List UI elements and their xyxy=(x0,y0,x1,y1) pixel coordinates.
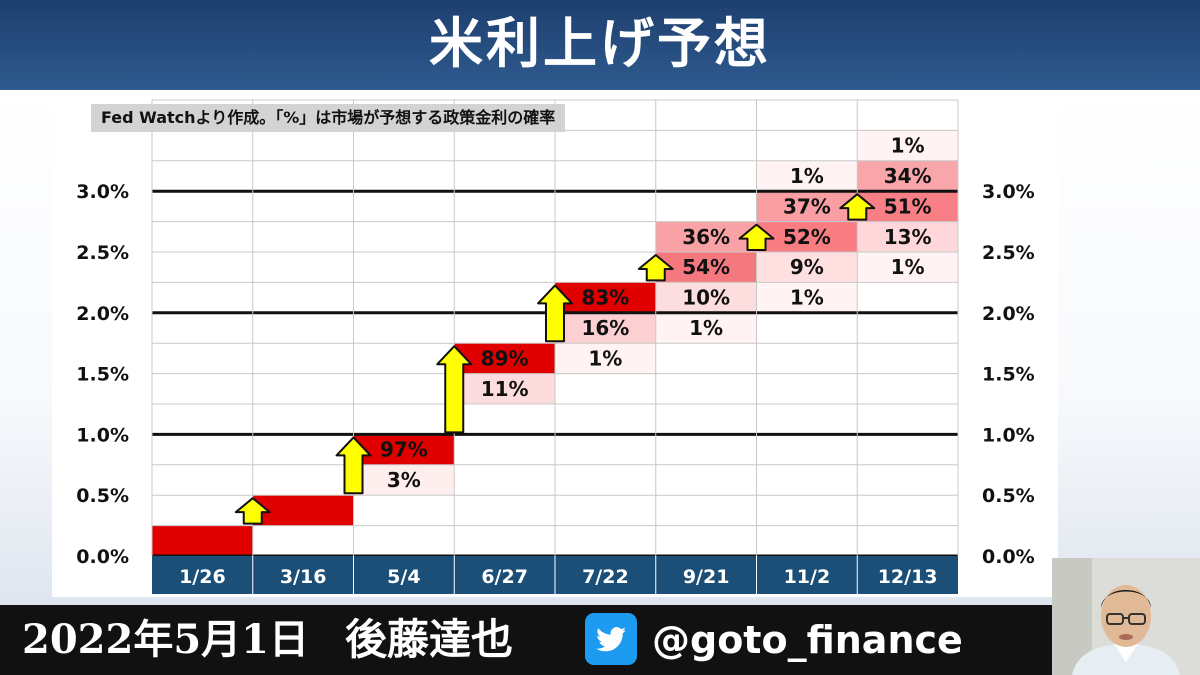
twitter-bird-icon xyxy=(585,613,637,665)
up-arrow xyxy=(839,193,876,221)
cell-label: 9% xyxy=(790,255,824,279)
heat-cell xyxy=(555,312,656,344)
up-arrow xyxy=(234,497,271,525)
heat-cell xyxy=(655,221,757,252)
y-tick-label-left: 1.5% xyxy=(76,364,129,386)
heat-cell xyxy=(756,282,858,313)
x-tick-label: 12/13 xyxy=(878,566,938,588)
cell-label: 83% xyxy=(581,286,629,310)
y-tick-label-left: 3.0% xyxy=(76,181,129,203)
heat-cell xyxy=(555,343,656,374)
y-tick-label-left: 0.0% xyxy=(76,546,129,568)
heat-cell xyxy=(857,160,958,192)
x-tick-label: 1/26 xyxy=(179,566,226,588)
heat-cell xyxy=(655,252,757,283)
y-tick-label-right: 0.0% xyxy=(982,546,1035,568)
cell-label: 1% xyxy=(689,316,723,340)
cell-label: 51% xyxy=(884,194,932,218)
cell-label: 37% xyxy=(783,194,831,218)
y-tick-label-left: 2.5% xyxy=(76,242,129,264)
cell-label: 1% xyxy=(790,286,824,310)
source-note: Fed Watchより作成。「%」は市場が予想する政策金利の確率 xyxy=(91,104,566,132)
heat-cell xyxy=(756,252,858,283)
twitter-handle[interactable]: @goto_finance xyxy=(652,618,963,662)
heat-cell xyxy=(353,434,455,465)
page-title: 米利上げ予想 xyxy=(429,12,771,75)
y-tick-label-left: 2.0% xyxy=(76,303,129,325)
cell-label: 34% xyxy=(884,164,932,188)
heat-cell xyxy=(655,282,757,313)
heat-cell xyxy=(353,464,455,496)
x-tick-label: 5/4 xyxy=(387,566,420,588)
y-tick-label-right: 1.5% xyxy=(982,364,1035,386)
x-tick-label: 6/27 xyxy=(481,566,528,588)
cell-label: 16% xyxy=(581,316,629,340)
cell-label: 1% xyxy=(891,255,925,279)
heat-cell xyxy=(454,343,555,374)
cell-label: 52% xyxy=(783,225,831,249)
y-tick-label-right: 0.5% xyxy=(982,485,1035,507)
heat-cell xyxy=(655,312,757,344)
title-bar xyxy=(0,0,1200,90)
cell-label: 36% xyxy=(682,225,730,249)
cell-label: 10% xyxy=(682,286,730,310)
footer-author: 後藤達也 xyxy=(345,615,514,664)
heat-cell xyxy=(152,525,253,556)
up-arrow xyxy=(436,345,473,434)
y-tick-label-left: 1.0% xyxy=(76,424,129,446)
heat-cell xyxy=(857,130,958,161)
x-tick-label: 9/21 xyxy=(683,566,730,588)
footer-date: 2022年5月1日 xyxy=(22,616,309,663)
y-tick-label-left: 0.5% xyxy=(76,485,129,507)
x-tick-label: 3/16 xyxy=(280,566,327,588)
heat-cell xyxy=(756,221,858,252)
heat-cell xyxy=(252,495,354,526)
cell-label: 54% xyxy=(682,255,730,279)
cell-label: 97% xyxy=(380,438,428,462)
heat-cell xyxy=(756,191,858,222)
up-arrow xyxy=(537,284,573,343)
heat-cell xyxy=(756,160,858,192)
x-tick-label: 7/22 xyxy=(582,566,629,588)
cell-label: 89% xyxy=(481,346,529,370)
y-tick-label-right: 3.0% xyxy=(982,181,1035,203)
up-arrow xyxy=(738,223,775,251)
cell-label: 1% xyxy=(588,346,622,370)
y-tick-label-right: 2.5% xyxy=(982,242,1035,264)
y-tick-label-right: 1.0% xyxy=(982,424,1035,446)
heat-cell xyxy=(857,252,958,283)
up-arrow xyxy=(637,254,674,282)
cell-label: 11% xyxy=(481,377,529,401)
cell-label: 1% xyxy=(790,164,824,188)
cell-label: 13% xyxy=(884,225,932,249)
heat-cell xyxy=(555,282,656,313)
y-tick-label-right: 2.0% xyxy=(982,303,1035,325)
up-arrow xyxy=(335,436,372,495)
heat-cell xyxy=(857,221,958,252)
heat-cell xyxy=(454,373,555,404)
cell-label: 1% xyxy=(891,134,925,158)
presenter-video xyxy=(1052,558,1200,675)
x-tick-label: 11/2 xyxy=(784,566,831,588)
cell-label: 3% xyxy=(387,468,421,492)
heat-cell xyxy=(857,191,958,222)
